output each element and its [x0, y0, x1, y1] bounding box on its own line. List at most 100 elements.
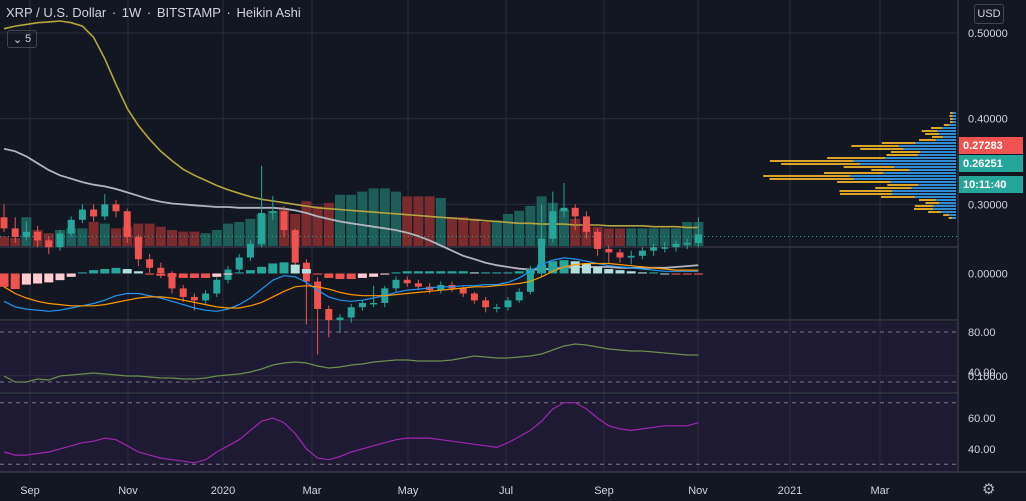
candle-body: [45, 240, 53, 248]
macd-histogram-bar: [55, 273, 65, 281]
header-sep-3: ·: [226, 5, 235, 20]
price-tag-box: [959, 176, 1023, 193]
time-tick-label: 2021: [778, 485, 802, 497]
volume-profile-bar: [920, 151, 956, 153]
volume-profile-bar: [951, 217, 956, 219]
volume-profile-bar: [942, 127, 956, 129]
volume-bar: [335, 194, 345, 246]
candle-body: [0, 217, 8, 229]
candle-body: [56, 233, 64, 248]
candle-body: [235, 257, 243, 270]
volume-bar: [626, 228, 637, 246]
candle-body: [269, 211, 277, 213]
candle-body: [157, 267, 165, 273]
time-axis[interactable]: Sep Nov 2020 Mar May Jul Sep Nov 2021 Mar: [20, 485, 890, 497]
candle-body: [594, 231, 602, 249]
macd-histogram-bar: [425, 271, 435, 274]
volume-profile-bar: [849, 175, 956, 177]
candle-body: [112, 204, 120, 212]
volume-profile-bar: [939, 133, 956, 135]
volume-bar: [66, 228, 77, 246]
candle-body: [661, 247, 669, 249]
time-tick-label: Sep: [594, 485, 614, 497]
rsi-tick-label: 80.00: [968, 327, 996, 339]
volume-bar: [99, 223, 110, 246]
macd-histogram-bar: [693, 273, 703, 275]
macd-histogram-bar: [290, 264, 300, 274]
volume-bar: [435, 198, 446, 246]
oscillator-pane[interactable]: [0, 402, 958, 465]
candle-body: [22, 231, 30, 237]
candle-body: [314, 281, 322, 309]
price-tag-box: [959, 137, 1023, 154]
volume-bar: [189, 231, 200, 246]
macd-histogram-bar: [66, 273, 76, 277]
volume-bar: [447, 217, 457, 246]
volume-bar: [200, 233, 211, 246]
macd-histogram-bar: [671, 273, 681, 275]
macd-histogram-bar: [279, 262, 289, 274]
chart-header: XRP / U.S. Dollar · 1W · BITSTAMP · Heik…: [6, 5, 303, 20]
macd-histogram-bar: [570, 261, 580, 274]
volume-bar: [211, 230, 222, 246]
macd-pane[interactable]: [0, 257, 703, 312]
volume-bar: [659, 228, 670, 246]
candle-body: [403, 279, 411, 284]
macd-histogram-bar: [402, 271, 412, 274]
rsi-line: [3, 343, 699, 383]
candle-body: [146, 259, 154, 268]
price-tag-box: [959, 155, 1023, 172]
macd-histogram-bar: [481, 272, 491, 274]
volume-bar: [480, 222, 491, 246]
volume-profile-bar: [932, 208, 956, 210]
volume-bar: [267, 210, 278, 246]
symbol-label[interactable]: XRP / U.S. Dollar: [6, 5, 107, 20]
volume-bar: [178, 231, 189, 246]
interval-label[interactable]: 1W: [121, 5, 142, 20]
price-tag-label: 10:11:40: [963, 179, 1006, 191]
volume-profile-bar: [949, 124, 956, 126]
macd-histogram-bar: [201, 273, 211, 278]
volume-profile-bar: [940, 211, 956, 213]
volume-profile-bar: [898, 145, 956, 147]
exchange-label: BITSTAMP: [156, 5, 221, 20]
macd-histogram-bar: [637, 272, 647, 274]
candle-body: [638, 250, 646, 256]
osc-line: [3, 402, 699, 464]
macd-histogram-bar: [89, 270, 99, 274]
time-tick-label: Mar: [303, 485, 322, 497]
macd-histogram-bar: [503, 272, 513, 274]
volume-bar: [682, 222, 693, 246]
indicators-toggle-button[interactable]: ⌄ 5: [7, 30, 37, 48]
macd-histogram-bar: [469, 272, 479, 274]
volume-bar: [671, 228, 681, 246]
macd-histogram-bar: [346, 273, 356, 280]
currency-button[interactable]: USD: [974, 4, 1004, 24]
macd-histogram-bar: [167, 273, 177, 277]
macd-tick-label: 0.00000: [968, 268, 1008, 280]
volume-bar: [0, 236, 9, 246]
signal-line: [3, 262, 699, 309]
macd-histogram-bar: [682, 273, 692, 275]
volume-bar: [570, 218, 581, 246]
rsi-pane[interactable]: [0, 331, 958, 383]
candle-body: [694, 234, 702, 243]
chart-style-label[interactable]: Heikin Ashi: [236, 5, 301, 20]
volume-bar: [391, 191, 401, 246]
macd-histogram-bar: [145, 273, 155, 275]
macd-histogram-bar: [0, 273, 9, 287]
volume-bar: [458, 217, 469, 246]
price-axis[interactable]: 0.50000 0.40000 0.30000 0.10000 0.00000 80.00…: [968, 28, 1008, 456]
macd-histogram-bar: [447, 271, 457, 274]
macd-histogram-bar: [380, 273, 390, 275]
osc-tick-label: 60.00: [968, 413, 996, 425]
volume-bar: [491, 220, 502, 246]
macd-histogram-bar: [313, 273, 323, 275]
gear-icon[interactable]: ⚙: [982, 481, 996, 498]
candle-body: [504, 300, 512, 308]
candle-body: [34, 231, 42, 241]
volume-profile-bar: [935, 139, 956, 141]
macd-histogram-bar: [660, 273, 670, 275]
volume-profile-bar: [885, 157, 956, 159]
